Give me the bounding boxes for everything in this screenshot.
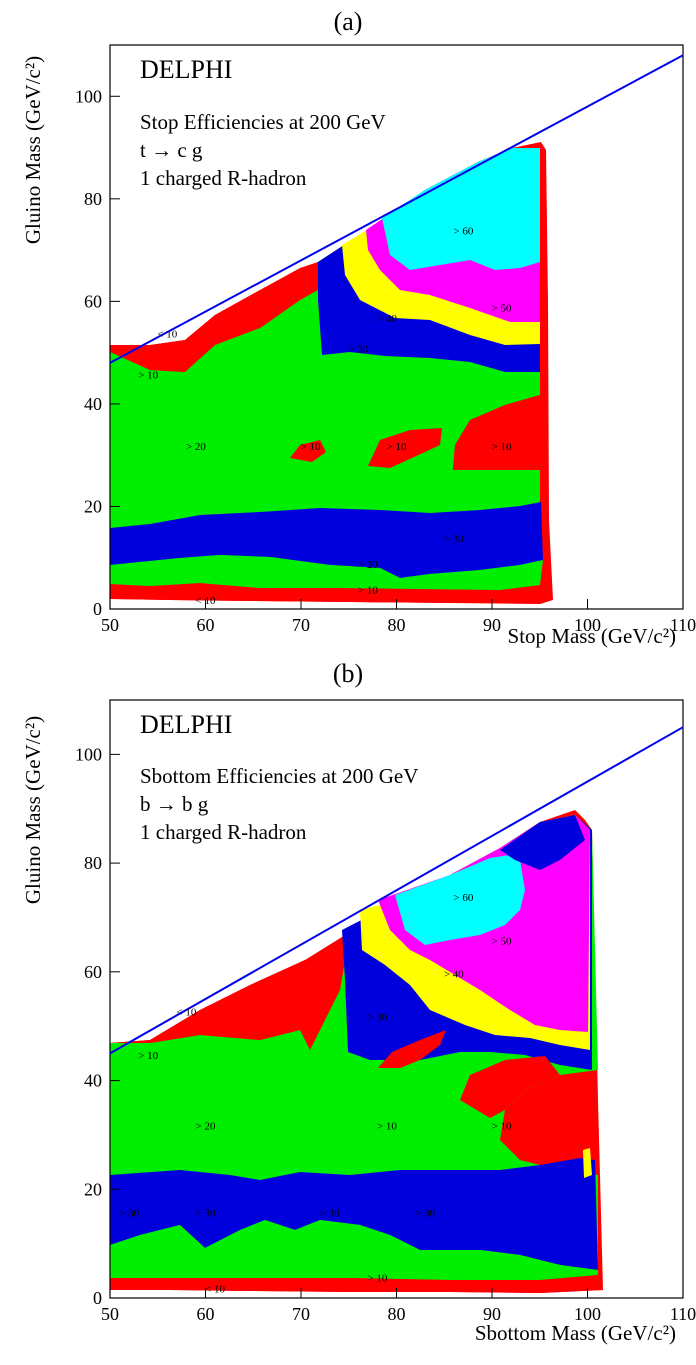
region-red-island-1 [378, 1030, 446, 1068]
x-tick-label: 110 [670, 615, 696, 635]
x-tick-label: 60 [197, 615, 215, 635]
panel-b-kinematic-line [109, 726, 684, 1055]
panel-b-experiment: DELPHI [140, 710, 232, 739]
region-label: > 10 [377, 1120, 397, 1132]
region-label: > 30 [196, 1207, 216, 1219]
region-label: > 30 [367, 1012, 387, 1024]
y-tick-label: 60 [84, 962, 102, 982]
panel-b-annotation-3: 1 charged R-hadron [140, 820, 307, 844]
region-label: > 50 [492, 303, 512, 315]
panel-a-experiment: DELPHI [140, 55, 232, 84]
panel-a-xlabel: Stop Mass (GeV/c²) [508, 624, 676, 648]
region-label: > 30 [415, 1207, 435, 1219]
region-label: > 30 [348, 344, 368, 356]
x-tick-label: 80 [388, 615, 406, 635]
x-tick-label: 100 [574, 1304, 601, 1324]
region-label: > 60 [453, 226, 473, 238]
region-red-top [110, 960, 310, 1043]
region-label: > 10 [301, 441, 321, 453]
x-tick-label: 50 [101, 1304, 119, 1324]
y-tick-label: 100 [75, 744, 102, 764]
region-cyan [382, 148, 540, 270]
x-tick-label: 90 [483, 1304, 501, 1324]
panel-a-kinematic-line [109, 54, 684, 364]
panel-b-contours [110, 810, 603, 1293]
region-red-island-2 [368, 428, 442, 468]
region-blue-lower [110, 1158, 598, 1270]
region-label: > 10 [367, 1273, 387, 1285]
y-tick-label: 0 [93, 599, 102, 619]
region-label: > 10 [492, 1120, 512, 1132]
region-label: > 30 [320, 1207, 340, 1219]
x-tick-label: 110 [670, 1304, 696, 1324]
y-tick-label: 80 [84, 853, 102, 873]
region-label: < 10 [205, 1284, 225, 1296]
region-label: > 40 [377, 313, 397, 325]
y-tick-label: 20 [84, 496, 102, 516]
y-tick-label: 100 [75, 86, 102, 106]
region-label: < 10 [196, 595, 216, 607]
y-tick-label: 40 [84, 1071, 102, 1091]
x-tick-label: 50 [101, 615, 119, 635]
region-green-bottom [110, 1220, 598, 1280]
region-blue-lower [110, 502, 543, 578]
region-red-bottom [110, 583, 549, 603]
y-tick-label: 20 [84, 1179, 102, 1199]
panel-a-ticks: 50 60 70 80 90 100 110 0 20 40 60 80 100 [75, 86, 696, 635]
panel-b-region-labels: < 10 > 10 > 20 > 10 > 10 > 30 > 40 > 50 > 60 > 30… [119, 892, 512, 1295]
region-red-island-1 [290, 440, 326, 462]
kinematic-limit-line [109, 54, 684, 364]
kinematic-limit-line [109, 726, 684, 1055]
panel-b-ticks: 50 60 70 80 90 100 110 0 20 40 60 80 100 [75, 744, 696, 1324]
region-label: > 60 [453, 892, 473, 904]
panel-b-label: (b) [333, 659, 363, 688]
panel-b-xlabel: Sbottom Mass (GeV/c²) [475, 1321, 676, 1345]
region-red-top [110, 262, 318, 372]
panel-a: (a) 50 60 70 80 90 100 110 0 20 40 60 80 100 < 10 > 1… [21, 7, 696, 648]
y-tick-label: 40 [84, 394, 102, 414]
x-tick-label: 80 [388, 1304, 406, 1324]
region-label: > 20 [196, 1120, 216, 1132]
y-tick-label: 0 [93, 1288, 102, 1308]
region-yellow-speck [583, 1148, 592, 1178]
panel-b-ylabel: Gluino Mass (GeV/c²) [21, 716, 45, 904]
region-label: > 20 [358, 559, 378, 571]
region-label: > 50 [492, 936, 512, 948]
region-label: < 10 [157, 328, 177, 340]
region-label: > 10 [492, 441, 512, 453]
y-tick-label: 80 [84, 189, 102, 209]
panel-a-annotation-2: t → c g [140, 138, 203, 162]
panel-a-label: (a) [334, 7, 363, 36]
panel-a-annotation-3: 1 charged R-hadron [140, 166, 307, 190]
panel-a-contours [110, 142, 553, 604]
panel-a-annotation-1: Stop Efficiencies at 200 GeV [140, 110, 386, 134]
region-cyan [395, 855, 525, 945]
region-label: > 10 [138, 1050, 158, 1062]
region-red-island-3 [453, 395, 540, 470]
x-tick-label: 90 [483, 615, 501, 635]
region-blue-corner [500, 815, 585, 870]
region-label: < 10 [176, 1006, 196, 1018]
panel-a-ylabel: Gluino Mass (GeV/c²) [21, 56, 45, 244]
region-label: > 20 [186, 441, 206, 453]
panel-a-region-labels: < 10 > 10 > 20 > 10 > 10 > 10 > 30 > 40 > 50 > 60… [138, 226, 512, 607]
x-tick-label: 100 [574, 615, 601, 635]
region-label: > 10 [358, 585, 378, 597]
x-tick-label: 70 [292, 615, 310, 635]
y-tick-label: 60 [84, 291, 102, 311]
region-label: > 30 [444, 533, 464, 545]
panel-b-annotation-1: Sbottom Efficiencies at 200 GeV [140, 764, 418, 788]
region-red-bottom [110, 1275, 603, 1293]
x-tick-label: 60 [197, 1304, 215, 1324]
panel-b: (b) 50 60 70 80 90 100 110 0 20 40 60 80 100 < 10 > 1… [21, 659, 696, 1345]
region-label: > 10 [138, 369, 158, 381]
region-label: > 10 [387, 441, 407, 453]
x-tick-label: 70 [292, 1304, 310, 1324]
region-red-island-2 [460, 1056, 560, 1118]
region-green-bottom-band [110, 555, 543, 590]
panel-b-annotation-2: b → b g [140, 792, 209, 816]
region-label: > 40 [444, 968, 464, 980]
region-label: > 30 [119, 1207, 139, 1219]
